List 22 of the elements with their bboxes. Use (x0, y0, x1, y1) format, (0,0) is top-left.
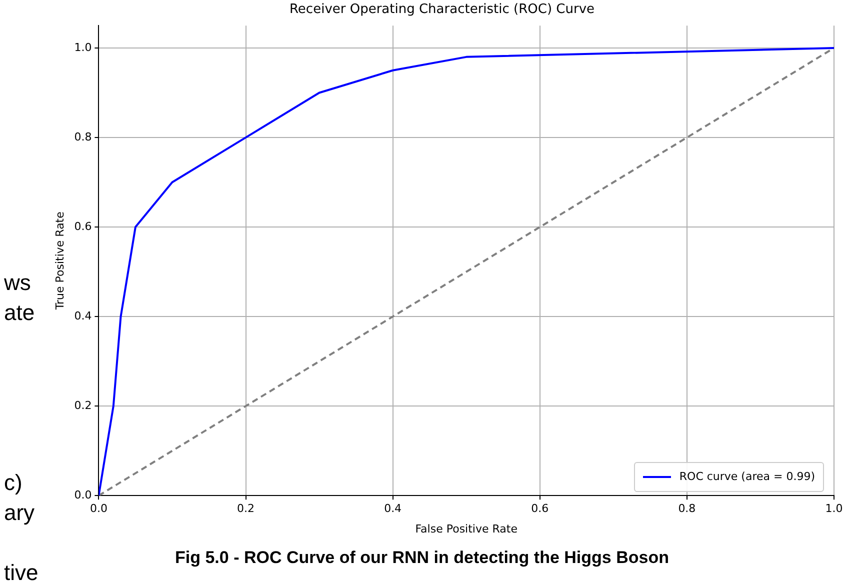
x-tick-label: 0.4 (384, 502, 402, 516)
x-tick-label: 0.2 (237, 502, 255, 516)
y-tick-label: 0.8 (74, 130, 92, 144)
text: ary (4, 500, 35, 526)
text: ws (4, 270, 31, 296)
y-tick-label: 0.4 (74, 309, 92, 322)
y-tick-label: 0.6 (74, 220, 92, 233)
y-axis-title: True Positive Rate (53, 211, 66, 311)
text: ate (4, 300, 35, 326)
x-tick-label: 1.0 (825, 502, 843, 516)
text: c) (4, 470, 22, 496)
chart-title: Receiver Operating Characteristic (ROC) Curve (289, 2, 595, 18)
text: tive (4, 560, 38, 585)
y-tick-label: 1.0 (74, 40, 92, 54)
x-axis-title: False Positive Rate (415, 522, 518, 536)
legend-label: ROC curve (area = 0.99) (679, 470, 815, 484)
y-tick-label: 0.0 (74, 488, 92, 502)
x-tick-label: 0.6 (531, 502, 549, 516)
x-tick-label: 0.0 (90, 502, 108, 516)
x-tick-label: 0.8 (678, 502, 696, 516)
y-tick-label: 0.2 (74, 398, 92, 412)
caption: Fig 5.0 - ROC Curve of our RNN in detecting the Higgs Boson (175, 548, 669, 568)
